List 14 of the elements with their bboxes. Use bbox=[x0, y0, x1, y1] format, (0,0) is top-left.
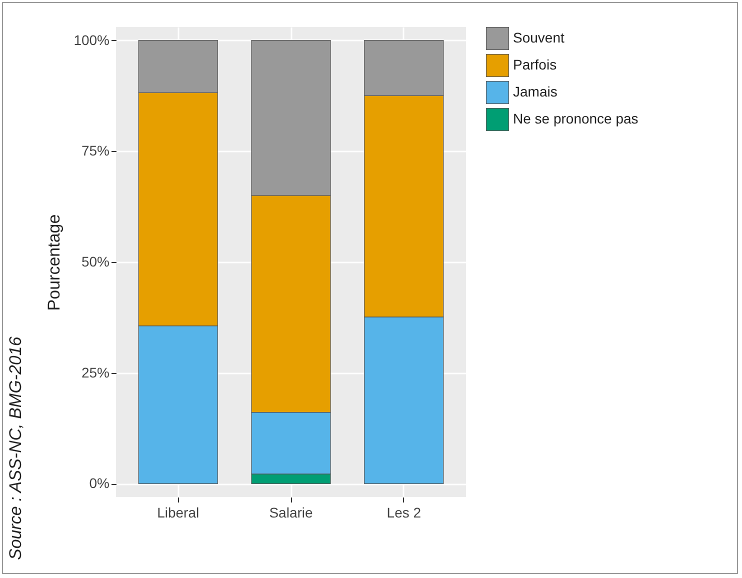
y-tick-label: 75% bbox=[81, 142, 110, 159]
x-tick-label: Salarie bbox=[269, 504, 313, 520]
legend-label: Souvent bbox=[513, 30, 564, 46]
y-tick-label: 25% bbox=[81, 364, 110, 380]
legend-label: Ne se prononce pas bbox=[513, 110, 638, 126]
y-axis-title: Pourcentage bbox=[44, 214, 64, 311]
legend-label: Parfois bbox=[513, 56, 557, 72]
y-tick-label: 0% bbox=[89, 475, 110, 492]
legend-label: Jamais bbox=[513, 84, 558, 100]
y-tick-label: 100% bbox=[74, 32, 110, 48]
x-tick-label: Liberal bbox=[157, 504, 200, 520]
y-tick-label: 50% bbox=[81, 254, 110, 270]
source-note: Source : ASS-NC, BMG-2016 bbox=[6, 336, 26, 560]
x-tick-label: Les 2 bbox=[386, 504, 422, 520]
